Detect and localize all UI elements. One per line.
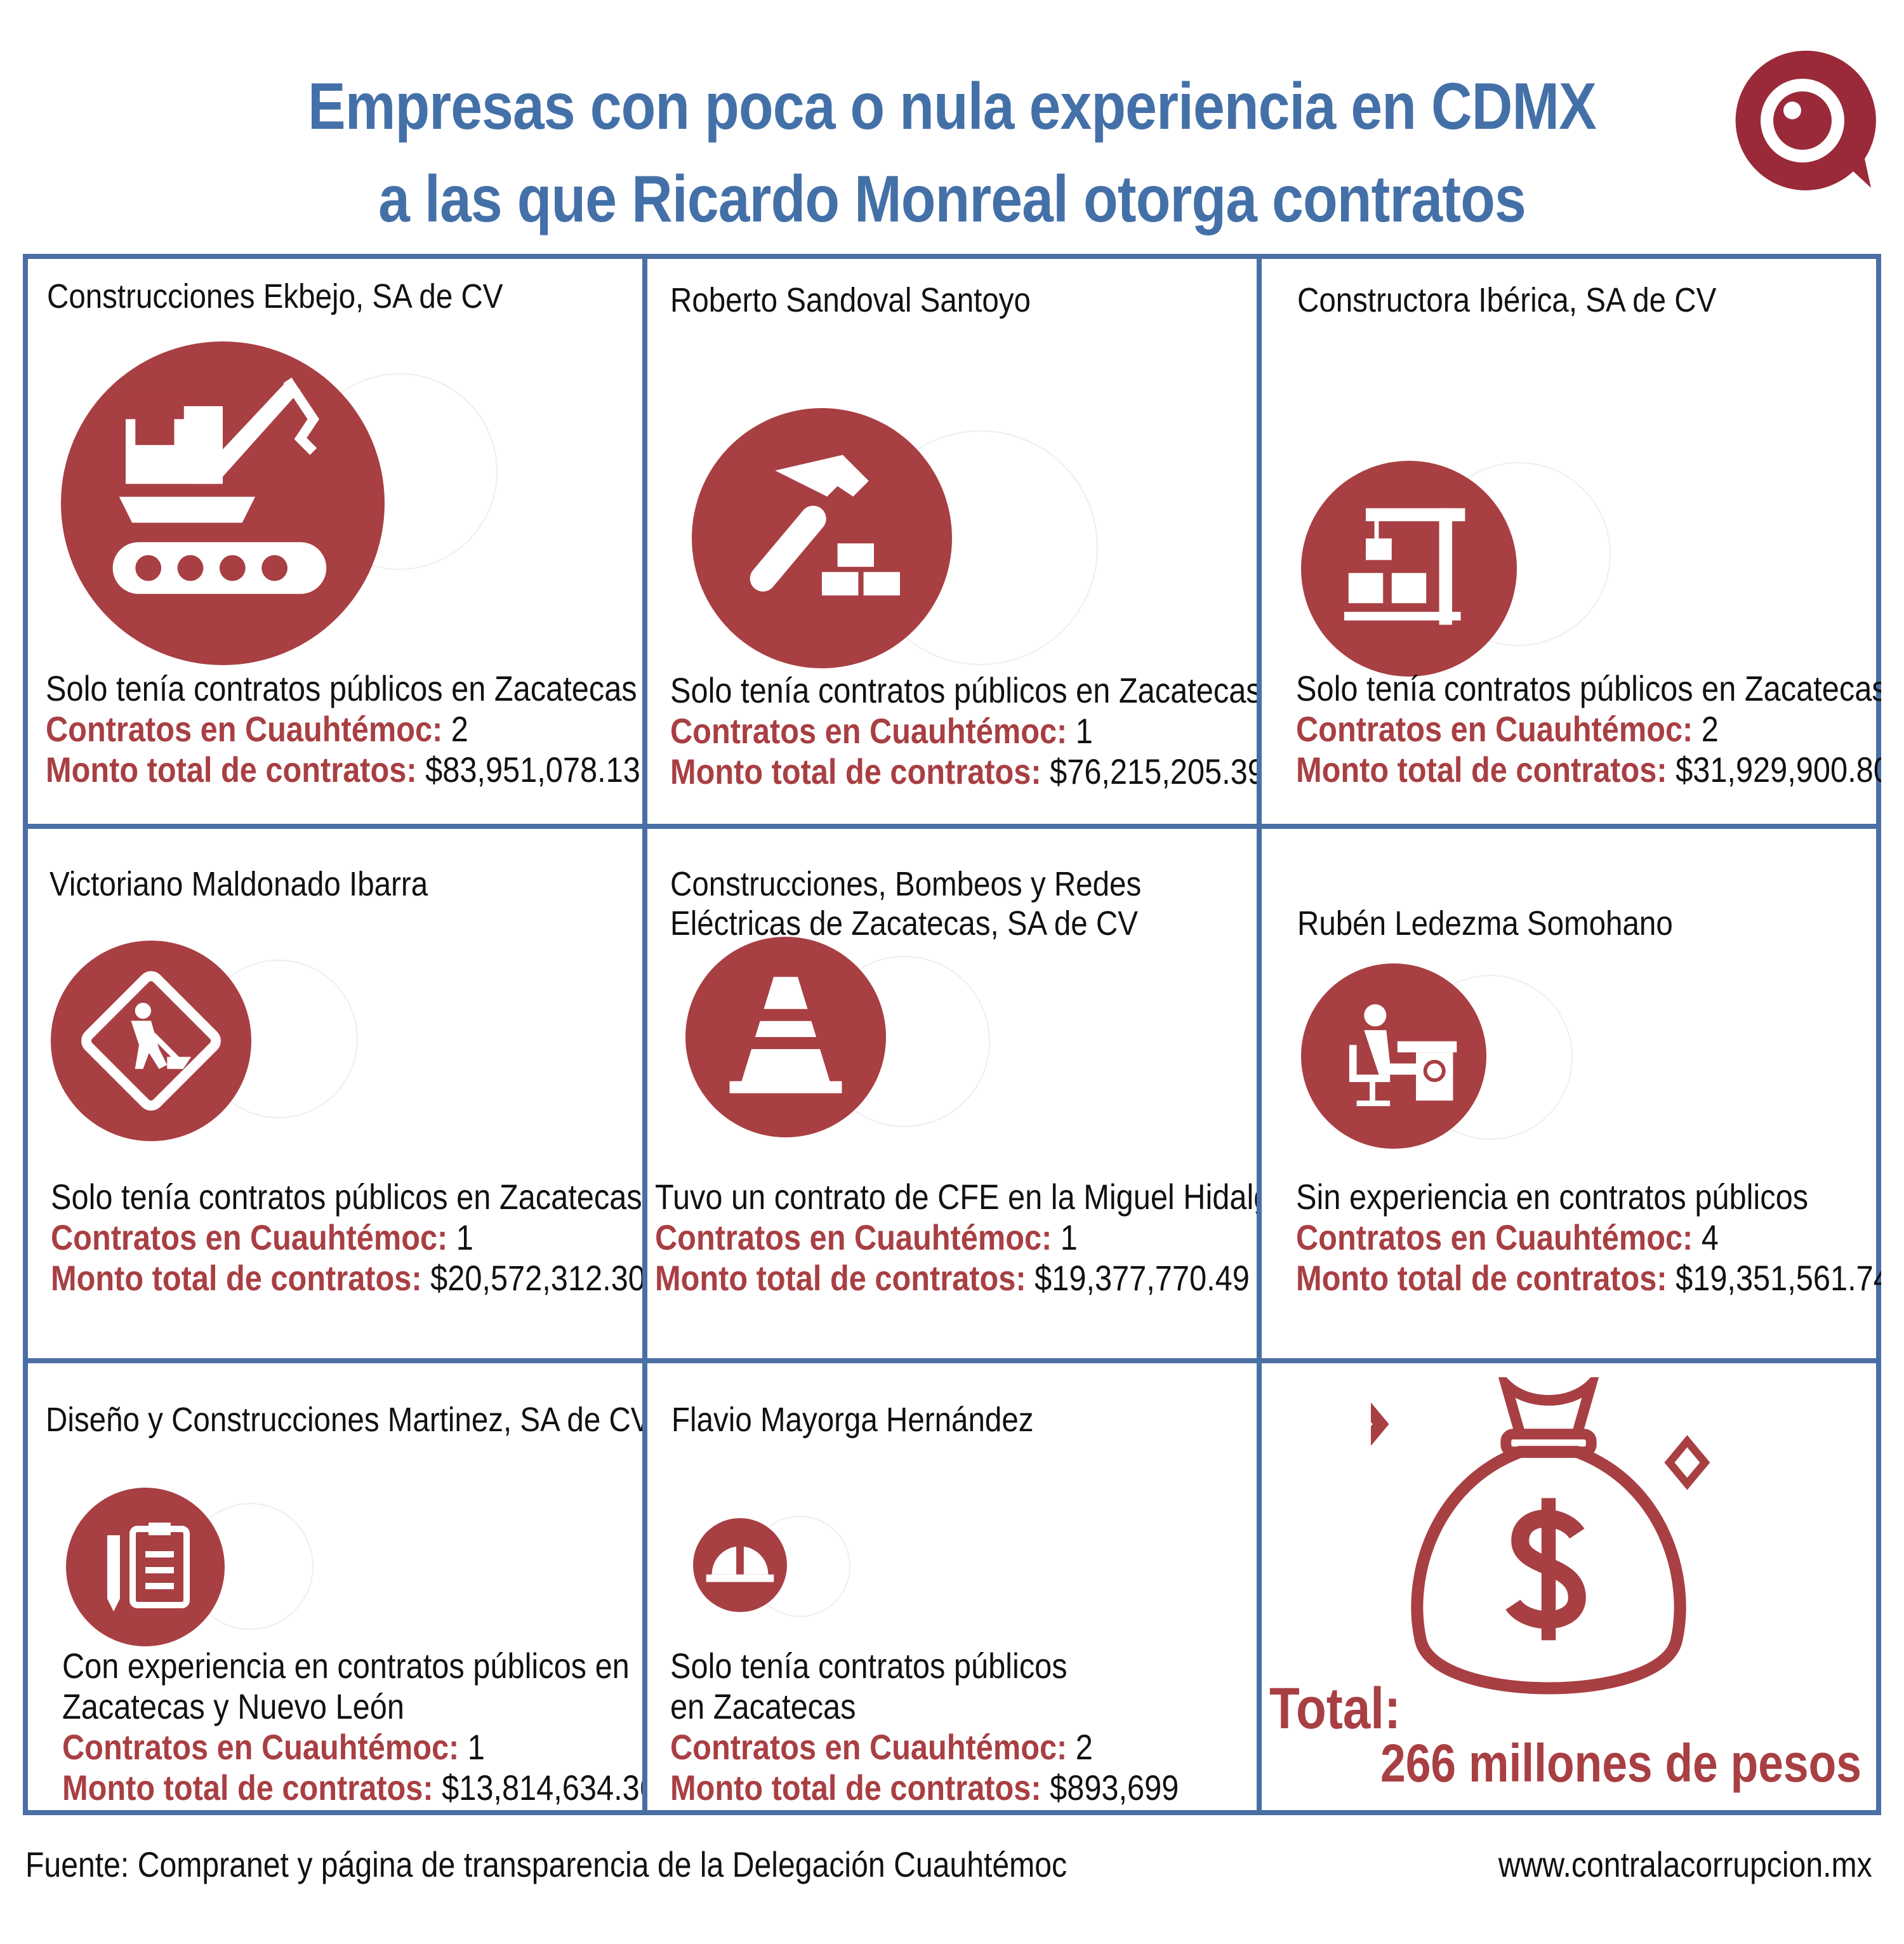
contracts-label: Contratos en Cuauhtémoc: bbox=[51, 1217, 448, 1257]
contracts-label: Contratos en Cuauhtémoc: bbox=[655, 1217, 1052, 1257]
experience-text: Solo tenía contratos públicos bbox=[670, 1646, 1068, 1686]
total-label: Total: bbox=[1269, 1676, 1401, 1741]
website-link[interactable]: www.contralacorrupcion.mx bbox=[1498, 1844, 1872, 1884]
crane-excavator-icon bbox=[61, 341, 385, 665]
card-info: Tuvo un contrato de CFE en la Miguel Hid… bbox=[655, 1177, 1257, 1299]
pencil-clipboard-icon bbox=[66, 1488, 225, 1646]
person-desk-icon bbox=[1301, 963, 1486, 1149]
company-name: Diseño y Construcciones Martinez, SA de … bbox=[46, 1401, 642, 1439]
card-info: Solo tenía contratos públicos en Zacatec… bbox=[670, 670, 1257, 792]
crane-blocks-icon bbox=[1301, 461, 1517, 677]
card-maldonado: Victoriano Maldonado Ibarra Solo tenía c… bbox=[28, 829, 642, 1358]
cards-grid: Construcciones Ekbejo, SA de CV Solo ten… bbox=[23, 254, 1881, 1815]
contracts-count: 1 bbox=[456, 1217, 473, 1257]
amount-value: $76,215,205.39 bbox=[1050, 751, 1257, 791]
contracts-count: 2 bbox=[1701, 709, 1719, 749]
source-note: Fuente: Compranet y página de transparen… bbox=[25, 1844, 1068, 1884]
hard-hat-icon bbox=[693, 1518, 787, 1612]
traffic-cone-icon bbox=[685, 937, 886, 1137]
experience-text: Con experiencia en contratos públicos en bbox=[62, 1646, 630, 1686]
experience-text: Solo tenía contratos públicos en Zacatec… bbox=[670, 670, 1257, 710]
company-name: Flavio Mayorga Hernández bbox=[671, 1401, 1034, 1439]
company-name: Roberto Sandoval Santoyo bbox=[670, 281, 1031, 319]
contracts-label: Contratos en Cuauhtémoc: bbox=[46, 709, 443, 749]
contracts-count: 2 bbox=[451, 709, 468, 749]
experience-text-2: en Zacatecas bbox=[670, 1686, 856, 1726]
contracts-label: Contratos en Cuauhtémoc: bbox=[1296, 709, 1693, 749]
amount-value: $31,929,900.80 bbox=[1676, 750, 1881, 790]
card-info: Solo tenía contratos públicos en Zacatec… bbox=[51, 1177, 642, 1299]
amount-value: $893,699 bbox=[1050, 1768, 1179, 1808]
amount-value: $83,951,078.13 bbox=[425, 750, 640, 790]
card-mayorga: Flavio Mayorga Hernández Solo tenía cont… bbox=[647, 1363, 1257, 1810]
road-work-sign-icon bbox=[51, 941, 251, 1141]
experience-text: Solo tenía contratos públicos en Zacatec… bbox=[46, 668, 637, 708]
amount-label: Monto total de contratos: bbox=[670, 1768, 1041, 1808]
page-title: Empresas con poca o nula experiencia en … bbox=[133, 60, 1771, 246]
card-martinez: Diseño y Construcciones Martinez, SA de … bbox=[28, 1363, 642, 1810]
contracts-count: 1 bbox=[1060, 1217, 1078, 1257]
amount-label: Monto total de contratos: bbox=[62, 1768, 433, 1808]
company-name: Rubén Ledezma Somohano bbox=[1297, 904, 1673, 942]
hammer-bricks-icon bbox=[692, 408, 952, 668]
contracts-label: Contratos en Cuauhtémoc: bbox=[670, 711, 1068, 751]
card-info: Solo tenía contratos públicos en Zacatec… bbox=[670, 1646, 1179, 1808]
experience-text: Solo tenía contratos públicos en Zacatec… bbox=[1296, 668, 1881, 708]
company-name-line-1: Construcciones, Bombeos y Redes bbox=[670, 865, 1142, 903]
company-name: Constructora Ibérica, SA de CV bbox=[1297, 281, 1717, 319]
title-line-2: a las que Ricardo Monreal otorga contrat… bbox=[378, 162, 1526, 236]
card-bombeos: Construcciones, Bombeos y Redes Eléctric… bbox=[647, 829, 1257, 1358]
brand-logo-icon bbox=[1735, 50, 1876, 190]
contracts-count: 4 bbox=[1701, 1217, 1719, 1257]
card-info: Con experiencia en contratos públicos en… bbox=[62, 1646, 642, 1808]
company-name: Victoriano Maldonado Ibarra bbox=[50, 865, 428, 903]
total-value: 266 millones de pesos bbox=[1380, 1733, 1861, 1793]
card-iberica: Constructora Ibérica, SA de CV Solo tení… bbox=[1262, 259, 1881, 824]
experience-text: Tuvo un contrato de CFE en la Miguel Hid… bbox=[655, 1177, 1257, 1217]
contracts-label: Contratos en Cuauhtémoc: bbox=[62, 1727, 459, 1767]
card-info: Solo tenía contratos públicos en Zacatec… bbox=[1296, 668, 1881, 790]
contracts-count: 1 bbox=[467, 1727, 485, 1767]
company-name: Construcciones Ekbejo, SA de CV bbox=[47, 277, 503, 315]
amount-label: Monto total de contratos: bbox=[46, 750, 417, 790]
amount-label: Monto total de contratos: bbox=[670, 751, 1041, 791]
card-ledezma: Rubén Ledezma Somohano Sin experiencia e… bbox=[1262, 829, 1881, 1358]
contracts-count: 1 bbox=[1075, 711, 1093, 751]
company-name: Construcciones, Bombeos y Redes Eléctric… bbox=[670, 864, 1141, 943]
amount-label: Monto total de contratos: bbox=[1296, 750, 1667, 790]
company-name-line-2: Eléctricas de Zacatecas, SA de CV bbox=[670, 904, 1138, 942]
amount-value: $19,377,770.49 bbox=[1035, 1258, 1250, 1298]
card-ekbejo: Construcciones Ekbejo, SA de CV Solo ten… bbox=[28, 259, 642, 824]
contracts-label: Contratos en Cuauhtémoc: bbox=[1296, 1217, 1693, 1257]
experience-text-2: Zacatecas y Nuevo León bbox=[62, 1686, 404, 1726]
contracts-label: Contratos en Cuauhtémoc: bbox=[670, 1727, 1068, 1767]
experience-text: Sin experiencia en contratos públicos bbox=[1296, 1177, 1809, 1217]
money-bag-icon bbox=[1371, 1377, 1710, 1695]
amount-label: Monto total de contratos: bbox=[51, 1258, 422, 1298]
amount-value: $20,572,312.30 bbox=[430, 1258, 642, 1298]
card-sandoval: Roberto Sandoval Santoyo Solo tenía cont… bbox=[647, 259, 1257, 824]
amount-label: Monto total de contratos: bbox=[1296, 1258, 1667, 1298]
experience-text: Solo tenía contratos públicos en Zacatec… bbox=[51, 1177, 642, 1217]
card-info: Sin experiencia en contratos públicos Co… bbox=[1296, 1177, 1881, 1299]
amount-value: $13,814,634.36 bbox=[442, 1768, 642, 1808]
contracts-count: 2 bbox=[1075, 1727, 1093, 1767]
title-line-1: Empresas con poca o nula experiencia en … bbox=[308, 70, 1597, 143]
amount-value: $19,351,561.74 bbox=[1676, 1258, 1881, 1298]
card-info: Solo tenía contratos públicos en Zacatec… bbox=[46, 668, 640, 790]
amount-label: Monto total de contratos: bbox=[655, 1258, 1026, 1298]
